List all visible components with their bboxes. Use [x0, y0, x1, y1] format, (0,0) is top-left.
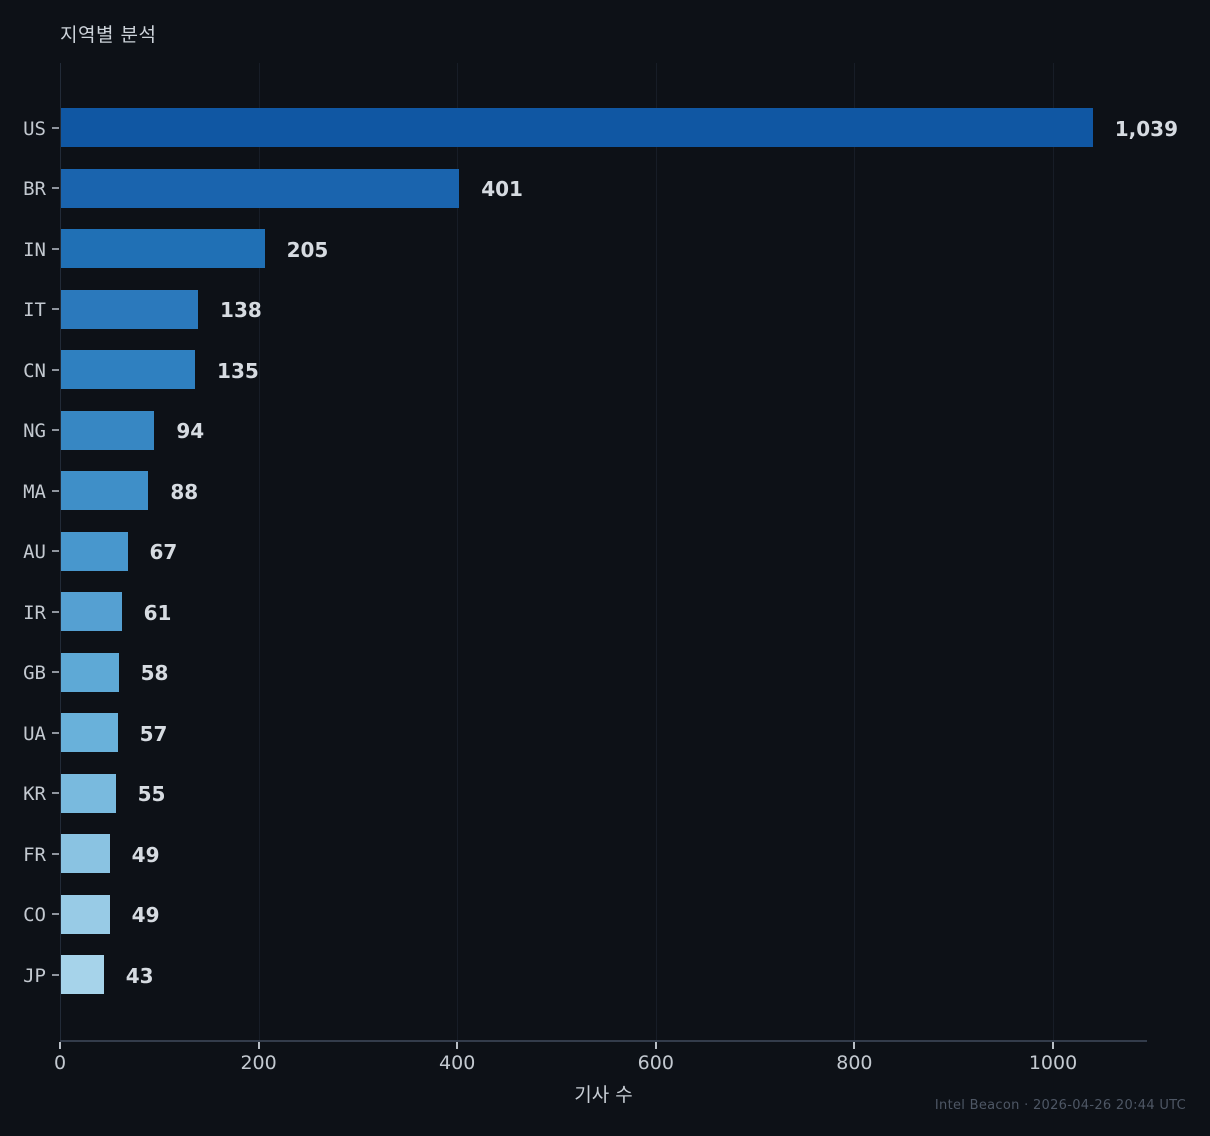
- y-axis-tick: [52, 792, 59, 794]
- y-axis-tick: [52, 852, 59, 855]
- bar-value-label: 94: [176, 419, 205, 443]
- y-axis-category-label: BR: [23, 178, 46, 200]
- x-axis-tick: [456, 1042, 459, 1049]
- bar: [61, 652, 119, 692]
- y-axis-tick: [52, 126, 59, 129]
- y-axis-tick: [52, 489, 59, 492]
- x-axis-tick-label: 400: [439, 1052, 476, 1074]
- y-axis-tick: [52, 913, 59, 915]
- gridline: [258, 63, 260, 1041]
- y-axis-tick: [52, 368, 59, 371]
- x-axis-title: 기사 수: [574, 1084, 633, 1106]
- y-axis-category-label: CO: [23, 904, 46, 926]
- y-axis-category-label: MA: [23, 480, 46, 503]
- y-axis-category-label: IT: [23, 299, 46, 321]
- y-axis-tick: [52, 671, 59, 673]
- y-axis-tick: [52, 308, 59, 310]
- gridline: [854, 63, 856, 1041]
- x-axis-line: [60, 1040, 1147, 1042]
- y-axis-tick: [52, 247, 59, 250]
- bar-value-label: 67: [149, 540, 178, 564]
- y-axis-category-label: UA: [23, 722, 46, 745]
- bar: [61, 350, 196, 389]
- x-axis-tick: [853, 1042, 856, 1049]
- bar-value-label: 401: [481, 177, 523, 201]
- y-axis-tick: [52, 550, 59, 552]
- bar-value-label: 205: [286, 237, 329, 262]
- x-axis-tick-label: 1000: [1028, 1052, 1078, 1074]
- bar-value-label: 55: [137, 782, 166, 806]
- bar: [61, 894, 110, 934]
- bar: [61, 834, 110, 873]
- x-axis-tick-label: 200: [240, 1052, 277, 1074]
- y-axis-tick: [52, 731, 59, 734]
- bar-value-label: 58: [140, 661, 169, 685]
- y-axis-tick: [52, 187, 59, 189]
- gridline: [1053, 63, 1054, 1041]
- bar: [61, 108, 1093, 147]
- bar-value-label: 88: [170, 479, 199, 504]
- chart-title: 지역별 분석: [60, 24, 157, 46]
- y-axis-category-label: KR: [23, 783, 46, 805]
- bar: [61, 471, 149, 510]
- x-axis-tick: [59, 1042, 61, 1049]
- bar: [61, 592, 122, 631]
- y-axis-category-label: US: [23, 117, 46, 140]
- bar: [61, 229, 265, 268]
- bar-value-label: 49: [131, 842, 160, 867]
- bar: [61, 773, 116, 813]
- y-axis-category-label: GB: [23, 662, 46, 684]
- y-axis-tick: [52, 429, 59, 431]
- bar-value-label: 43: [125, 963, 154, 988]
- plot-area: 1,039 401 205 138 135 94 88 67 61 58 57 55 49 49 43: [60, 63, 1178, 1042]
- bar-value-label: 1,039: [1114, 116, 1178, 141]
- y-axis-category-label: FR: [23, 843, 46, 866]
- bar-value-label: 138: [220, 298, 262, 322]
- y-axis-category-label: JP: [23, 964, 46, 987]
- y-axis-category-label: IN: [23, 238, 46, 261]
- y-axis-category-label: CN: [23, 359, 46, 382]
- gridline: [457, 63, 459, 1041]
- y-axis-category-label: NG: [23, 420, 46, 442]
- bar: [61, 289, 199, 329]
- y-axis-tick: [52, 973, 59, 976]
- y-axis-tick: [52, 610, 59, 613]
- bar: [61, 713, 118, 752]
- x-axis-tick: [654, 1042, 657, 1049]
- bar: [61, 531, 128, 571]
- x-axis-tick: [1052, 1042, 1054, 1049]
- x-axis-tick-label: 0: [53, 1052, 67, 1074]
- y-axis-line: [60, 63, 61, 1041]
- y-axis-category-label: IR: [23, 601, 46, 624]
- bar: [61, 168, 460, 208]
- bar-value-label: 49: [131, 903, 160, 927]
- x-axis-tick: [257, 1042, 260, 1049]
- bar-value-label: 61: [143, 600, 172, 625]
- y-axis-category-label: AU: [23, 541, 46, 563]
- x-axis-tick-label: 800: [836, 1052, 873, 1074]
- bar-value-label: 135: [217, 358, 259, 383]
- gridline: [655, 63, 657, 1041]
- bar: [61, 410, 155, 450]
- bar: [61, 955, 104, 994]
- bar-value-label: 57: [139, 721, 168, 746]
- x-axis-tick-label: 600: [637, 1052, 674, 1074]
- footer-attribution: Intel Beacon · 2026-04-26 20:44 UTC: [934, 1098, 1186, 1113]
